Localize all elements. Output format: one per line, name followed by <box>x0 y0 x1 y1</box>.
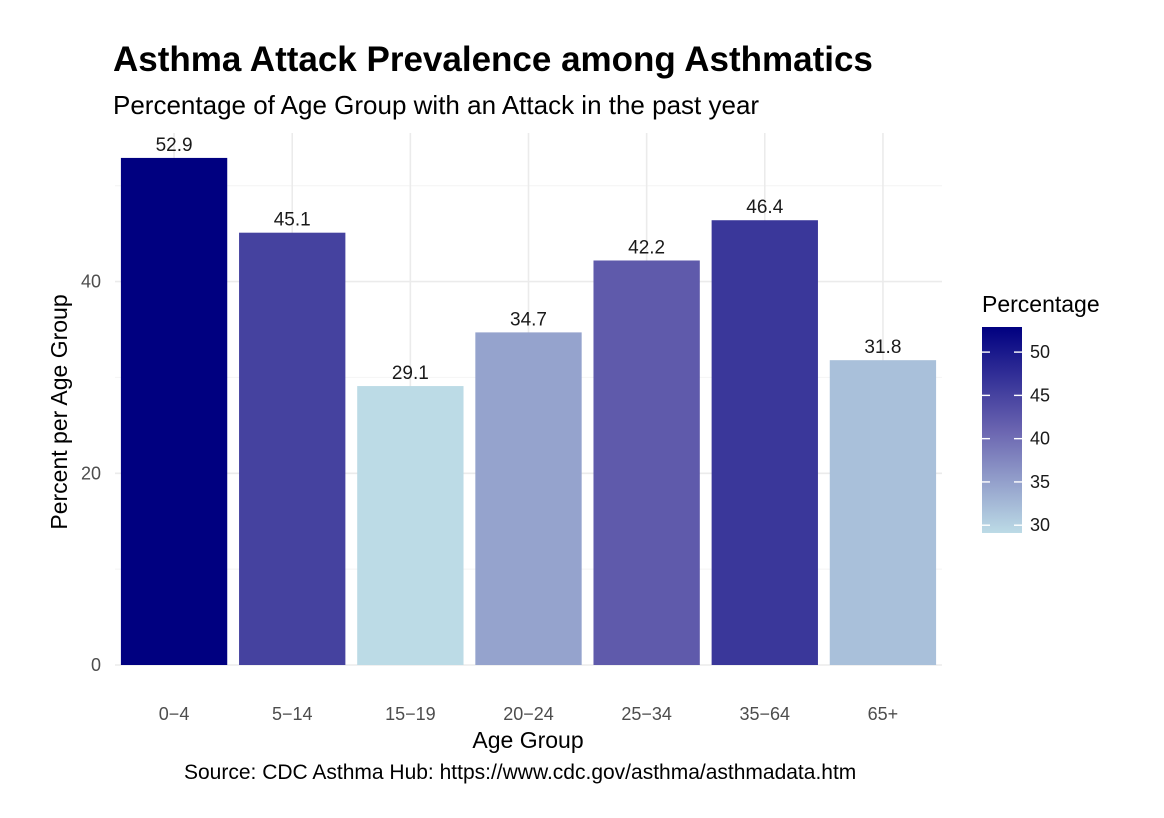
x-axis-title: Age Group <box>472 727 583 753</box>
bar-value-labels: 52.9 45.1 29.1 34.7 42.2 46.4 31.8 <box>156 135 902 384</box>
legend-tick-label-0: 30 <box>1030 515 1050 535</box>
chart-caption: Source: CDC Asthma Hub: https://www.cdc.… <box>184 761 857 784</box>
bar-value-label-0: 52.9 <box>156 135 193 156</box>
y-axis-title: Percent per Age Group <box>46 294 72 529</box>
bar-value-label-4: 42.2 <box>628 237 665 258</box>
bar-value-label-3: 34.7 <box>510 309 547 330</box>
bar-value-label-1: 45.1 <box>274 210 311 231</box>
legend-tick-label-4: 50 <box>1030 342 1050 362</box>
x-tick-label-0: 0−4 <box>159 704 190 724</box>
legend: Percentage 30 35 40 45 50 <box>982 291 1100 535</box>
bars <box>120 157 937 666</box>
bar-6 <box>829 360 937 665</box>
legend-colorbar <box>982 327 1022 533</box>
bar-value-label-5: 46.4 <box>746 197 783 218</box>
x-axis-ticks: 0−4 5−14 15−19 20−24 25−34 35−64 65+ <box>159 704 898 724</box>
x-tick-label-6: 65+ <box>868 704 899 724</box>
x-tick-label-5: 35−64 <box>740 704 791 724</box>
legend-tick-label-3: 45 <box>1030 385 1050 405</box>
chart-subtitle: Percentage of Age Group with an Attack i… <box>113 90 760 120</box>
bar-1 <box>239 232 346 665</box>
bar-value-label-2: 29.1 <box>392 363 429 384</box>
bar-value-label-6: 31.8 <box>864 337 901 358</box>
legend-ticks: 30 35 40 45 50 <box>982 342 1050 535</box>
bar-3 <box>475 332 582 665</box>
y-axis-ticks: 0 20 40 <box>81 272 101 675</box>
bar-0 <box>120 157 228 665</box>
x-tick-label-4: 25−34 <box>621 704 672 724</box>
bar-4 <box>593 260 700 665</box>
bar-5 <box>711 220 818 666</box>
y-tick-label-2: 40 <box>81 272 101 292</box>
x-tick-label-2: 15−19 <box>385 704 436 724</box>
y-tick-label-0: 0 <box>91 655 101 675</box>
legend-tick-label-1: 35 <box>1030 472 1050 492</box>
y-tick-label-1: 20 <box>81 463 101 483</box>
bar-2 <box>357 386 464 665</box>
x-tick-label-1: 5−14 <box>272 704 313 724</box>
legend-tick-label-2: 40 <box>1030 429 1050 449</box>
legend-title: Percentage <box>982 291 1100 317</box>
chart-title: Asthma Attack Prevalence among Asthmatic… <box>113 40 873 79</box>
x-tick-label-3: 20−24 <box>503 704 554 724</box>
